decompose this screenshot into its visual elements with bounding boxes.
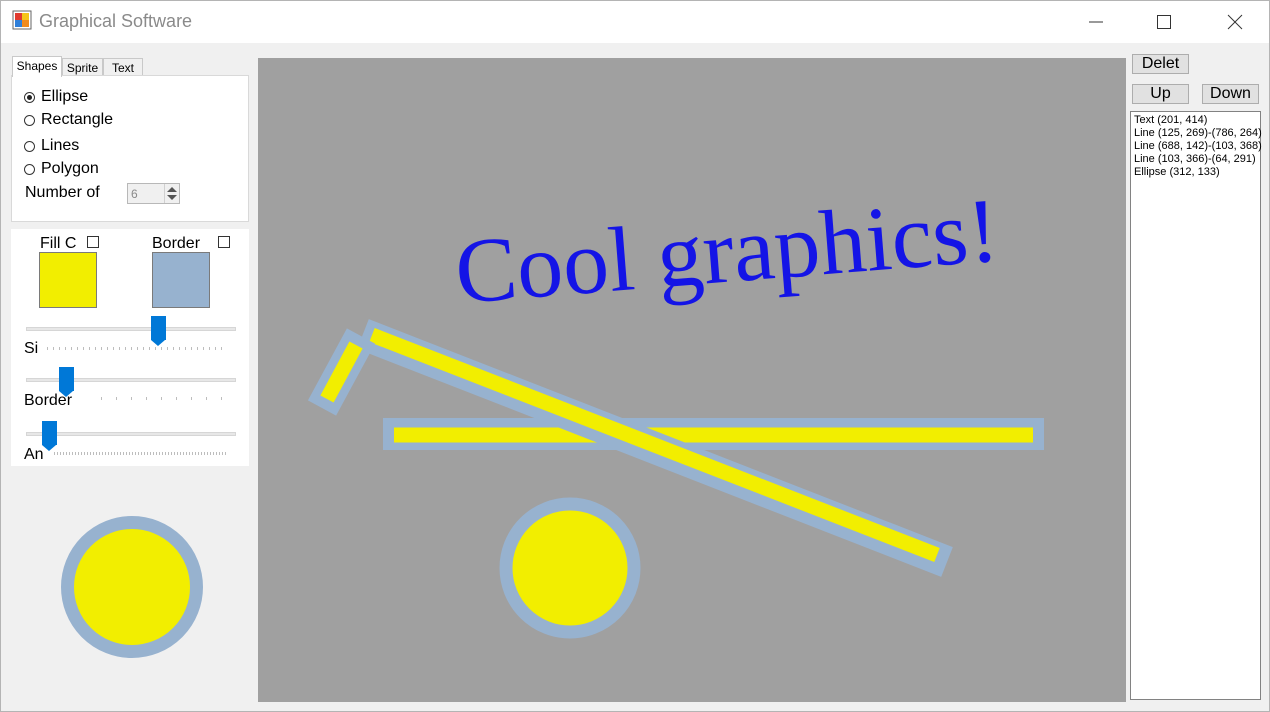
size-label: Si [24,340,39,357]
radio-rectangle-label: Rectangle [41,111,114,128]
border-color-label: Border [152,235,201,252]
radio-ellipse-label: Ellipse [41,88,89,105]
number-of-label: Number of [25,184,100,201]
radio-selected-icon [24,91,35,103]
border-width-slider-ticks [101,397,227,400]
minimize-icon [1089,21,1103,23]
tab-text[interactable]: Text [103,58,143,76]
radio-lines[interactable]: Lines [24,136,79,156]
minimize-button[interactable] [1061,1,1131,43]
drawing-canvas[interactable]: Cool graphics! [258,58,1126,702]
chevron-up-icon[interactable] [167,187,177,192]
canvas-drawing: Cool graphics! [307,179,1044,639]
number-of-value: 6 [131,187,138,201]
objects-list[interactable]: Text (201, 414) Line (125, 269)-(786, 264… [1130,111,1262,700]
radio-rectangle[interactable]: Rectangle [24,110,113,130]
size-slider-thumb[interactable] [150,316,166,346]
shapes-panel: Ellipse Rectangle Lines Polygon Number o… [11,75,249,222]
radio-polygon[interactable]: Polygon [24,159,99,179]
title-bar: Graphical Software [1,1,1269,43]
radio-icon [24,163,35,175]
move-down-button[interactable]: Down [1202,84,1259,104]
radio-icon [24,114,35,126]
stepper-arrows[interactable] [164,184,179,203]
border-width-slider[interactable] [26,378,236,382]
canvas-line-fill[interactable] [320,341,363,403]
properties-panel: Fill C Border Si Border An [11,229,249,466]
border-width-slider-thumb[interactable] [59,367,75,397]
list-item[interactable]: Ellipse (312, 133) [1134,166,1220,178]
border-color-swatch[interactable] [152,252,210,308]
delete-button[interactable]: Delet [1132,54,1189,74]
list-item[interactable]: Line (125, 269)-(786, 264) [1134,127,1262,139]
fill-color-label: Fill C [40,235,77,252]
fill-color-swatch[interactable] [39,252,97,308]
radio-ellipse[interactable]: Ellipse [24,87,88,107]
close-button[interactable] [1200,1,1270,43]
list-item[interactable]: Line (103, 366)-(64, 291) [1134,153,1256,165]
angle-label: An [24,446,44,463]
chevron-down-icon[interactable] [167,195,177,200]
size-slider[interactable] [26,327,236,331]
border-width-label: Border [24,392,73,409]
list-item[interactable]: Text (201, 414) [1134,114,1208,126]
list-item[interactable]: Line (688, 142)-(103, 368) [1134,140,1262,152]
radio-polygon-label: Polygon [41,160,99,177]
border-checkbox[interactable] [218,236,230,248]
fill-checkbox[interactable] [87,236,99,248]
radio-icon [24,140,35,152]
canvas-line-fill[interactable] [369,328,940,562]
angle-slider[interactable] [26,432,236,436]
tab-shapes[interactable]: Shapes [12,56,62,77]
canvas-text-object[interactable]: Cool graphics! [452,179,1003,323]
number-of-stepper[interactable]: 6 [127,183,180,204]
maximize-icon [1157,15,1171,29]
angle-slider-thumb[interactable] [41,421,57,451]
size-slider-ticks [47,347,227,350]
close-icon [1227,14,1243,30]
maximize-button[interactable] [1129,1,1199,43]
window-title: Graphical Software [39,11,193,31]
tab-sprite[interactable]: Sprite [62,58,103,76]
angle-slider-ticks [54,452,227,455]
move-up-button[interactable]: Up [1132,84,1189,104]
radio-lines-label: Lines [41,137,80,154]
app-icon [12,10,32,30]
shape-preview [61,516,203,658]
canvas-ellipse[interactable] [499,497,641,639]
